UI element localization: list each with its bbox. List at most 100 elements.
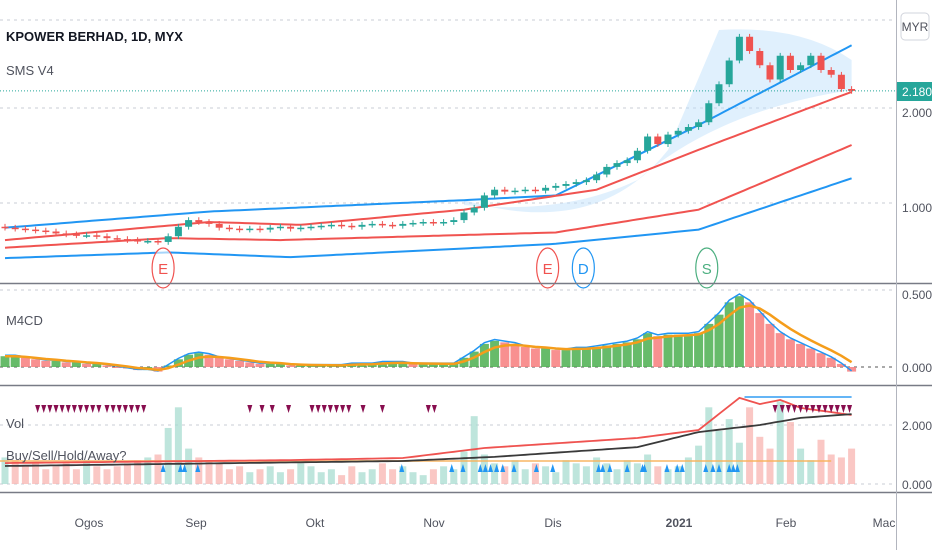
macd-histogram-bar: [785, 339, 795, 367]
buy-signal-icon: [596, 464, 602, 472]
macd-histogram-bar: [796, 343, 806, 367]
candle: [215, 223, 223, 228]
currency-button[interactable]: MYR: [900, 12, 930, 41]
volume-bar: [725, 419, 733, 484]
indicator-label[interactable]: SMS V4: [6, 63, 54, 78]
volume-bar: [766, 448, 774, 484]
candle: [572, 182, 580, 184]
macd-histogram-bar: [520, 346, 530, 367]
macd-histogram-bar: [663, 334, 673, 367]
macd-histogram-bar: [469, 351, 479, 367]
currency-label: MYR: [902, 20, 929, 34]
candle: [531, 189, 539, 192]
time-tick: Mac: [873, 516, 896, 530]
sell-signal-icon: [840, 405, 846, 413]
candle: [205, 222, 213, 224]
candle: [1, 226, 9, 229]
volume-bar: [450, 469, 458, 484]
sell-signal-icon: [269, 405, 275, 413]
candle: [695, 122, 703, 127]
volume-bar: [348, 466, 356, 484]
candle: [266, 227, 274, 230]
time-axis[interactable]: Ogos Sep Okt Nov Dis 2021 Feb Mac: [75, 516, 896, 530]
event-marker-s: [695, 247, 719, 289]
volume-bar: [511, 460, 519, 484]
volume-bar: [613, 469, 621, 484]
macd-histogram-bar: [194, 353, 204, 367]
macd-histogram-bar: [449, 363, 459, 367]
macd-histogram-bar: [286, 365, 296, 367]
volume-bar: [32, 463, 40, 484]
volume-bar: [338, 475, 346, 484]
sell-signal-icon: [828, 405, 834, 413]
candle: [164, 236, 172, 242]
candle: [735, 36, 743, 61]
volume-bar: [174, 407, 182, 484]
volume-bar: [185, 448, 193, 484]
vol-label[interactable]: Vol: [6, 416, 24, 431]
candle: [582, 180, 590, 183]
vol-tick: 2.000: [902, 419, 932, 433]
macd-histogram-bar: [439, 363, 449, 367]
candle: [542, 187, 550, 191]
sell-signal-icon: [431, 405, 437, 413]
volume-bar: [205, 460, 213, 484]
candle: [766, 65, 774, 80]
macd-histogram-bar: [714, 314, 724, 367]
macd-histogram-bar: [632, 339, 642, 367]
candle: [83, 235, 91, 237]
volume-bar: [797, 448, 805, 484]
volume-bar: [735, 442, 743, 484]
macd-label[interactable]: M4CD: [6, 313, 43, 328]
macd-histogram-bar: [673, 334, 683, 367]
candle: [389, 224, 397, 227]
candle: [552, 185, 560, 188]
symbol-title: KPOWER BERHAD, 1D, MYX: [6, 29, 183, 44]
sell-signal-icon: [247, 405, 253, 413]
volume-bar: [287, 469, 295, 484]
macd-histogram-bar: [163, 365, 173, 367]
buy-signal-icon: [710, 464, 716, 472]
buy-signal-icon: [674, 464, 680, 472]
candle: [103, 236, 111, 239]
event-marker-label: E: [543, 261, 553, 278]
signal-label[interactable]: Buy/Sell/Hold/Away?: [6, 448, 126, 463]
volume-bar: [684, 457, 692, 484]
macd-histogram-bar: [418, 363, 428, 367]
volume-bar: [429, 469, 437, 484]
sell-signal-icon: [847, 405, 853, 413]
candle: [154, 241, 162, 243]
buy-signal-icon: [511, 464, 517, 472]
time-tick: Ogos: [75, 516, 104, 530]
volume-pane[interactable]: [0, 396, 856, 484]
candle: [623, 160, 631, 164]
volume-bar: [134, 460, 142, 484]
candle: [338, 224, 346, 227]
volume-bar: [1, 457, 9, 484]
band-middle-red: [4, 90, 852, 242]
macd-histogram-bar: [622, 342, 632, 367]
volume-bar: [582, 466, 590, 484]
candle: [429, 222, 437, 224]
volume-bar: [531, 463, 539, 484]
event-marker-e: [151, 247, 175, 289]
buy-signal-icon: [449, 464, 455, 472]
volume-bar: [144, 457, 152, 484]
candle: [225, 227, 233, 230]
event-marker-d: [571, 247, 595, 289]
sell-signal-icon: [334, 405, 339, 413]
macd-signal-line: [5, 304, 853, 372]
buy-signal-icon: [716, 464, 722, 472]
macd-histogram-bar: [398, 362, 408, 367]
sell-signal-icon: [321, 405, 327, 413]
sell-signal-icon: [116, 405, 122, 413]
candle: [113, 238, 121, 240]
macd-pane[interactable]: [0, 293, 857, 372]
candle: [307, 226, 315, 229]
vol-tick: 0.000: [902, 478, 932, 492]
cloud-area: [464, 29, 852, 213]
volume-bar: [154, 454, 162, 484]
sell-signal-icon: [340, 405, 346, 413]
